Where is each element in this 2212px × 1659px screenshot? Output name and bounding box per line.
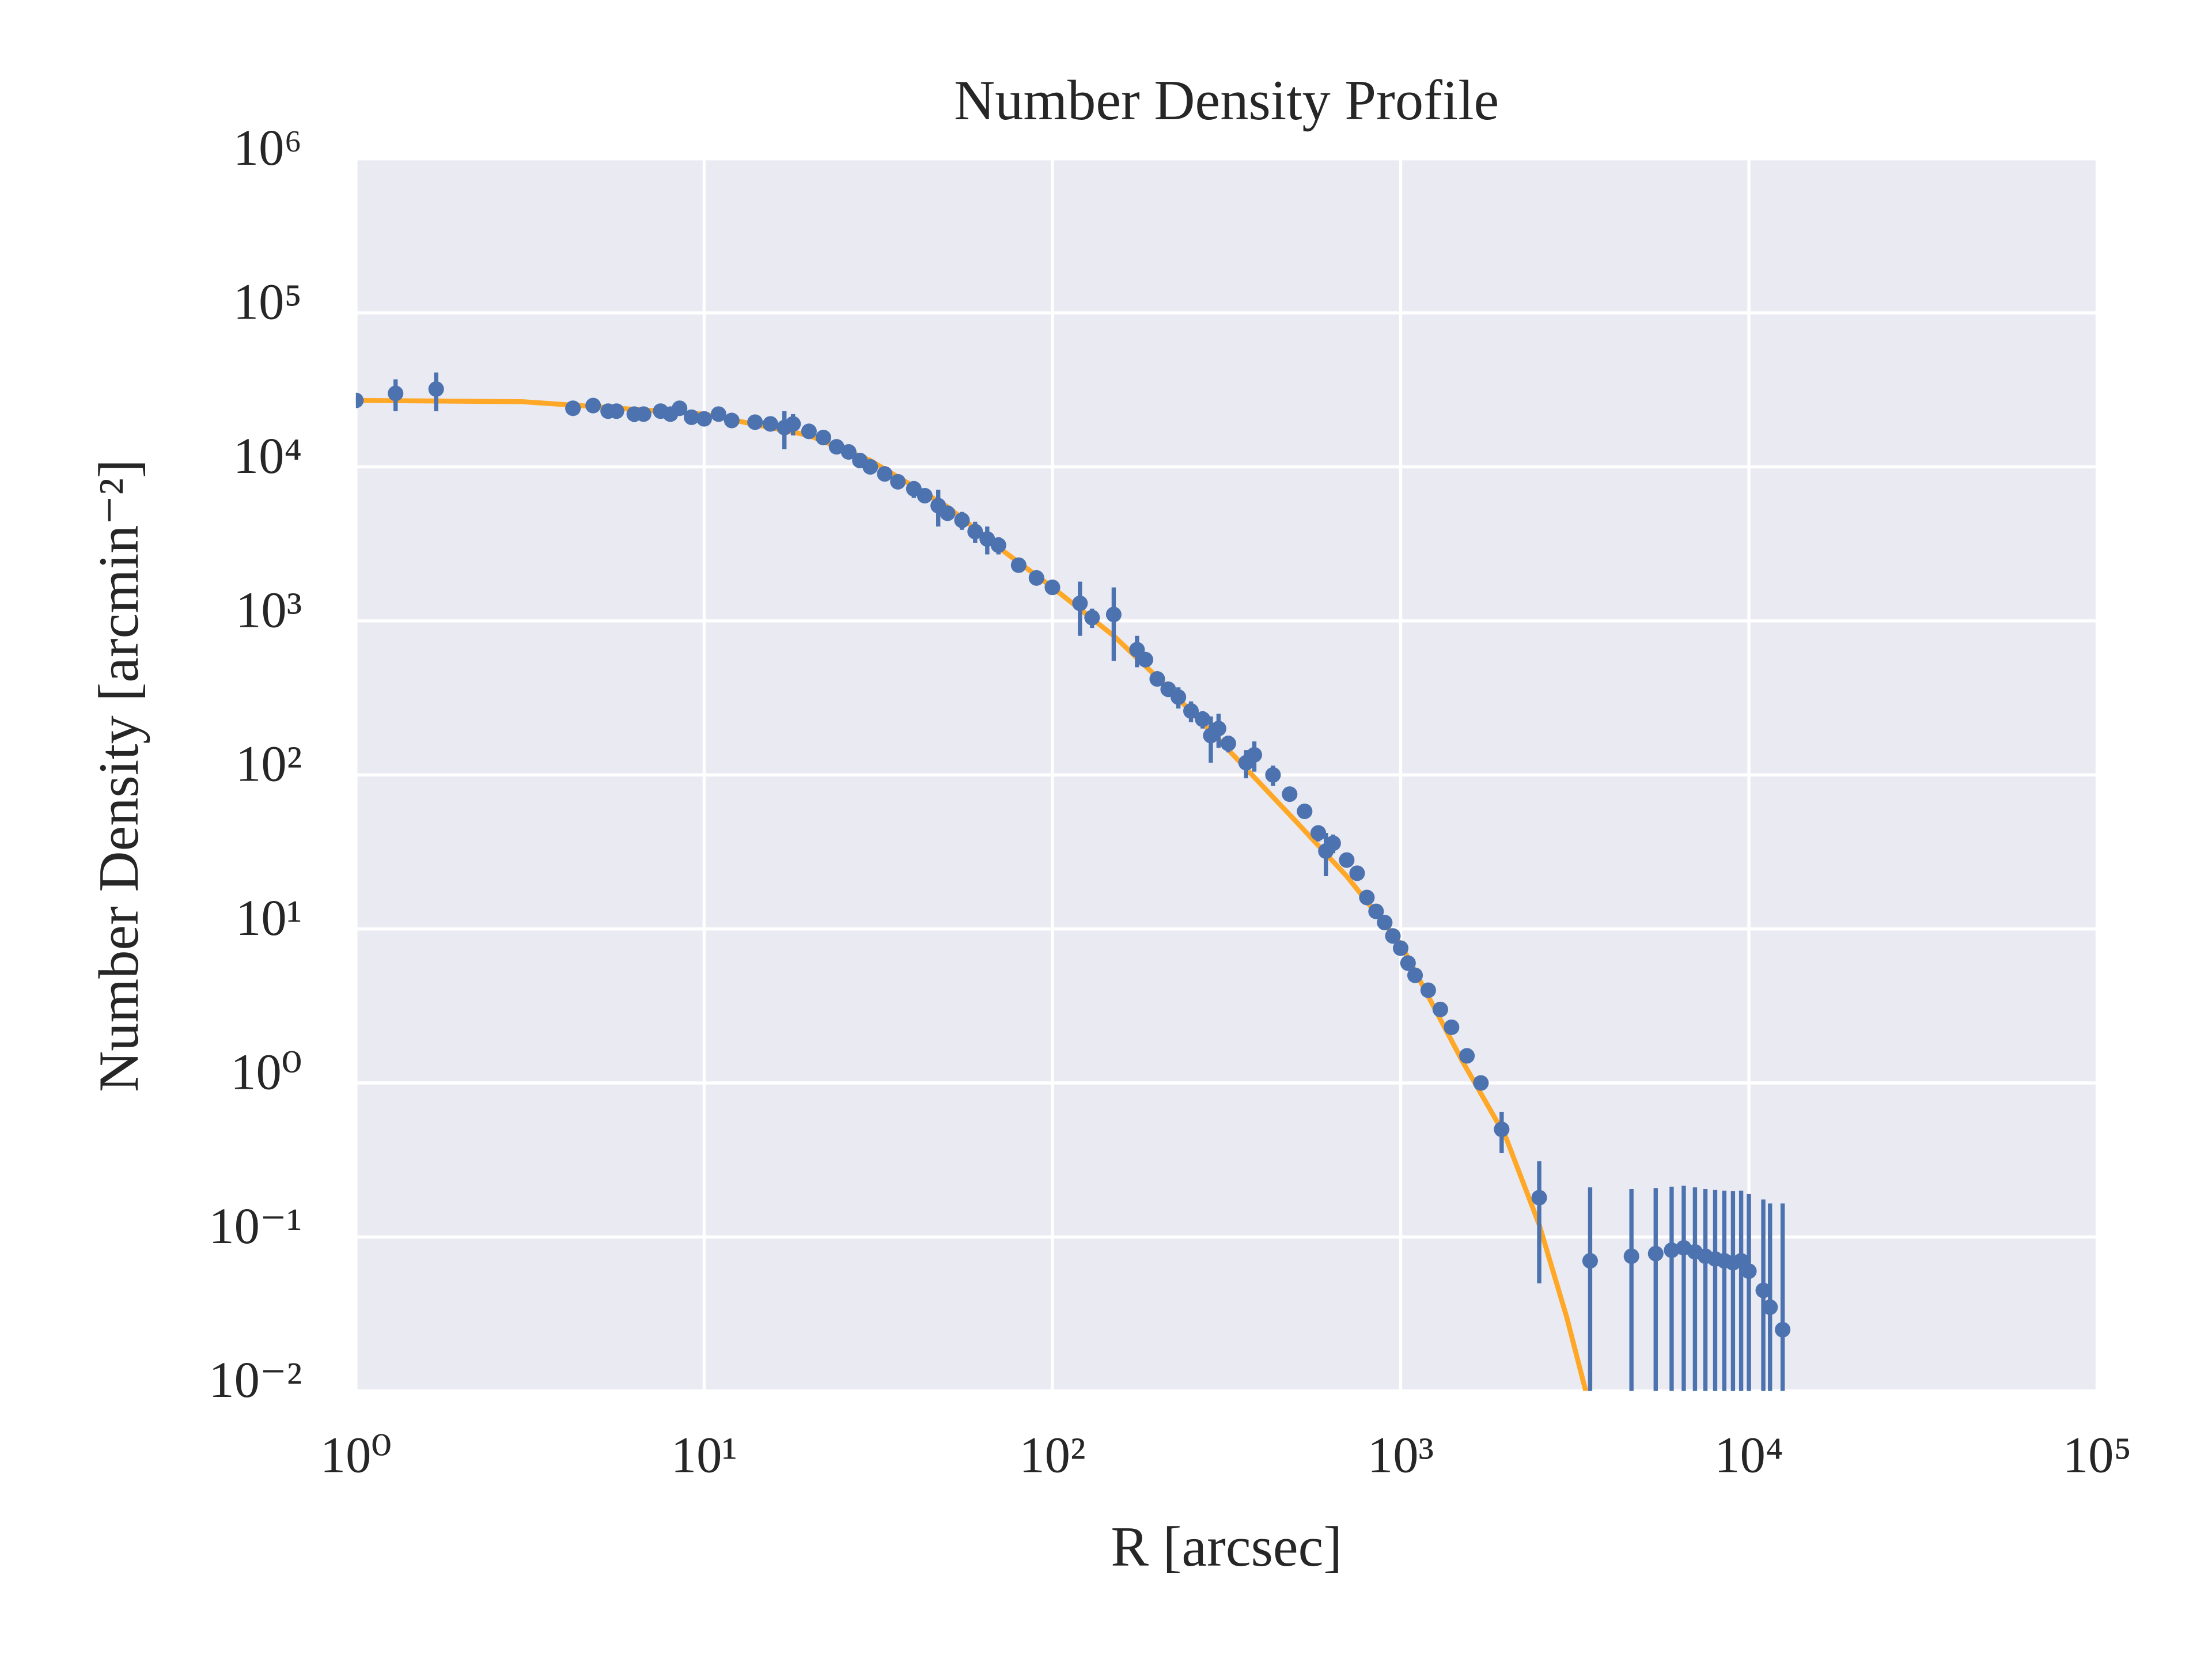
- data-point: [1494, 1121, 1510, 1138]
- data-point: [1385, 928, 1401, 944]
- y-tick-label: 10³: [236, 582, 302, 638]
- data-point: [585, 397, 601, 414]
- data-point: [683, 409, 700, 425]
- data-point: [635, 406, 652, 422]
- data-point: [672, 400, 688, 416]
- data-point: [1400, 955, 1416, 971]
- data-point: [1741, 1263, 1757, 1279]
- data-point: [747, 414, 763, 430]
- data-point: [862, 459, 878, 475]
- data-point: [1359, 889, 1375, 906]
- data-point: [828, 439, 844, 455]
- data-point: [1149, 671, 1165, 687]
- y-tick-label: 10²: [236, 736, 302, 793]
- data-point: [990, 537, 1006, 554]
- data-point: [428, 381, 444, 397]
- data-point: [890, 474, 906, 490]
- x-tick-label: 10⁰: [320, 1427, 392, 1484]
- data-point: [967, 524, 983, 540]
- data-point: [762, 416, 779, 432]
- data-point: [1325, 835, 1341, 851]
- data-point: [1183, 703, 1199, 719]
- data-point: [1072, 595, 1088, 611]
- data-point: [877, 466, 893, 482]
- data-point: [1420, 982, 1436, 998]
- data-point: [1044, 579, 1060, 596]
- data-point: [696, 411, 712, 427]
- data-point: [940, 505, 956, 521]
- y-tick-label: 10⁴: [233, 428, 302, 484]
- data-point: [1171, 689, 1187, 705]
- y-tick-label: 10⁻²: [209, 1352, 302, 1408]
- data-point: [1473, 1075, 1489, 1091]
- y-tick-label: 10⁵: [233, 274, 302, 331]
- data-point: [801, 423, 817, 440]
- data-point: [1755, 1282, 1771, 1298]
- data-point: [1339, 852, 1355, 868]
- data-point: [1582, 1253, 1598, 1269]
- y-tick-label: 10⁻¹: [209, 1198, 302, 1255]
- data-point: [954, 512, 970, 528]
- data-point: [1459, 1048, 1475, 1064]
- data-point: [1105, 607, 1122, 623]
- x-tick-label: 10³: [1368, 1427, 1434, 1484]
- data-point: [608, 403, 624, 419]
- data-point: [355, 392, 364, 408]
- data-point: [1377, 915, 1393, 931]
- data-point: [785, 416, 801, 432]
- data-point: [1282, 786, 1298, 802]
- y-tick-label: 10¹: [236, 890, 302, 946]
- x-tick-label: 10⁴: [1714, 1427, 1783, 1484]
- data-point: [1220, 736, 1236, 752]
- data-point: [1407, 967, 1423, 983]
- grid: [354, 157, 2099, 1393]
- data-point: [916, 487, 933, 504]
- data-point: [815, 430, 831, 446]
- data-point: [388, 385, 404, 402]
- y-axis-label: Number Density [arcmin⁻²]: [88, 459, 150, 1092]
- y-tick-label: 10⁰: [230, 1044, 302, 1100]
- x-tick-label: 10¹: [671, 1427, 737, 1484]
- data-point: [1265, 767, 1281, 783]
- plot-marks: [355, 372, 1791, 1391]
- x-axis-label: R [arcsec]: [1111, 1516, 1342, 1578]
- data-point: [1647, 1245, 1664, 1262]
- y-tick-label: 10⁶: [233, 120, 302, 176]
- data-point: [1246, 747, 1263, 763]
- x-tick-label: 10²: [1019, 1427, 1085, 1484]
- data-point: [1349, 865, 1365, 881]
- data-point: [565, 400, 581, 416]
- data-point: [1531, 1190, 1547, 1206]
- data-point: [1392, 940, 1409, 956]
- data-point: [724, 412, 740, 429]
- data-point: [1762, 1299, 1778, 1315]
- data-point: [1444, 1019, 1460, 1035]
- data-point: [1310, 825, 1327, 841]
- data-point: [1195, 711, 1211, 728]
- labels: 10⁰ 10¹ 10² 10³ 10⁴ 10⁵ 10⁻² 10⁻¹ 10⁰ 10¹ 10² 10³ 10…: [209, 120, 2131, 1484]
- data-point: [1210, 721, 1226, 737]
- data-point: [1368, 903, 1384, 919]
- data-point: [1137, 652, 1154, 668]
- data-point: [1432, 1001, 1448, 1017]
- x-tick-label: 10⁵: [2063, 1427, 2132, 1484]
- data-point: [1775, 1321, 1791, 1338]
- data-point: [1010, 557, 1027, 573]
- data-point: [1623, 1248, 1639, 1264]
- chart-title: Number Density Profile: [954, 69, 1499, 132]
- data-point: [840, 444, 857, 460]
- data-point: [1028, 570, 1044, 586]
- data-point: [710, 406, 726, 422]
- data-point: [1297, 803, 1313, 820]
- data-point: [1664, 1242, 1680, 1258]
- data-point: [1084, 609, 1100, 626]
